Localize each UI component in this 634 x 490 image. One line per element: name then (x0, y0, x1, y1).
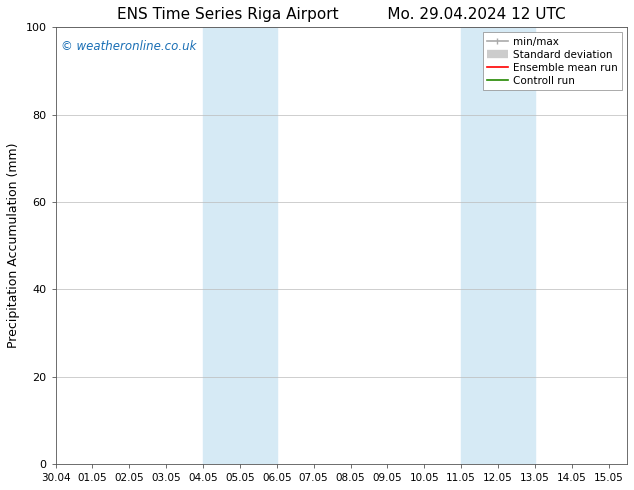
Legend: min/max, Standard deviation, Ensemble mean run, Controll run: min/max, Standard deviation, Ensemble me… (482, 32, 622, 90)
Title: ENS Time Series Riga Airport          Mo. 29.04.2024 12 UTC: ENS Time Series Riga Airport Mo. 29.04.2… (117, 7, 566, 22)
Y-axis label: Precipitation Accumulation (mm): Precipitation Accumulation (mm) (7, 143, 20, 348)
Text: © weatheronline.co.uk: © weatheronline.co.uk (61, 40, 197, 53)
Bar (461, 27, 535, 464)
Bar (203, 27, 277, 464)
